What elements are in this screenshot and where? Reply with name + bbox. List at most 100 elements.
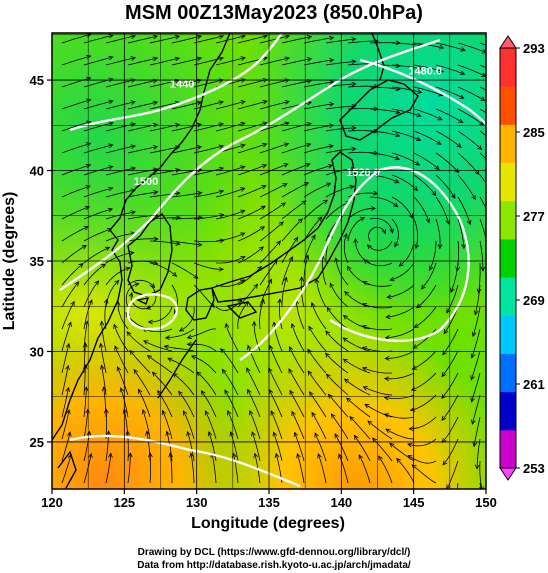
streamline-arrow (364, 403, 370, 409)
streamline (105, 280, 119, 308)
streamline (83, 409, 89, 440)
streamline-arrow (161, 409, 167, 416)
streamline-arrow (196, 122, 203, 128)
streamline (215, 256, 246, 264)
streamline-arrow (438, 68, 445, 73)
streamline (127, 453, 131, 484)
streamline (187, 328, 217, 339)
streamline (362, 281, 393, 287)
streamline (325, 105, 356, 110)
streamline (385, 428, 415, 440)
streamline-arrow (474, 464, 480, 470)
streamline (105, 101, 136, 110)
streamline (362, 303, 393, 309)
streamline-arrow (326, 182, 332, 187)
streamline (450, 262, 459, 293)
streamline (413, 174, 437, 196)
streamline-arrow (437, 115, 443, 121)
streamline-arrow (272, 321, 277, 327)
streamline (259, 57, 290, 66)
streamline (169, 453, 173, 483)
streamline-arrow (416, 303, 422, 309)
x-tick-label: 150 (475, 495, 497, 510)
streamline-arrow (65, 386, 71, 393)
streamline (193, 284, 215, 308)
streamline-arrow (66, 431, 72, 437)
streamline (326, 373, 349, 396)
streamline-arrow (147, 319, 153, 325)
streamline-arrow (306, 142, 312, 148)
streamline (355, 238, 371, 264)
streamline (117, 366, 129, 396)
streamline (442, 438, 459, 466)
streamline-arrow (283, 276, 288, 282)
streamline-arrow (386, 294, 392, 300)
streamline-arrow (175, 168, 181, 173)
streamline (215, 122, 246, 132)
streamline-arrow (269, 344, 274, 351)
y-tick-label: 25 (30, 435, 44, 450)
streamline-arrow (308, 325, 313, 331)
streamline (473, 416, 481, 447)
streamline (105, 35, 136, 44)
streamline (325, 201, 351, 220)
streamline-arrow (178, 390, 183, 396)
streamline (120, 387, 129, 418)
streamline-arrow (473, 310, 479, 316)
streamline (183, 410, 195, 440)
streamline-arrow (178, 327, 185, 332)
streamline (259, 101, 290, 110)
colorbar-tick-label: 277 (523, 209, 545, 224)
streamline (474, 284, 481, 315)
streamline (435, 174, 456, 199)
streamline-arrow (100, 263, 107, 269)
streamline (61, 409, 70, 440)
streamline-arrow (310, 301, 316, 308)
streamline-arrow (197, 242, 203, 247)
streamline (441, 416, 459, 443)
streamline-arrow (260, 298, 265, 304)
streamline (149, 262, 177, 277)
streamline-arrow (389, 228, 394, 234)
streamline-arrow (270, 410, 275, 416)
streamline-arrow (165, 430, 170, 436)
streamline (479, 240, 484, 271)
streamline (149, 146, 180, 154)
streamline (61, 99, 91, 110)
streamline (125, 283, 139, 308)
streamline-arrow (246, 367, 251, 373)
streamline-arrow (330, 413, 336, 419)
streamline-arrow (347, 265, 352, 271)
streamline (390, 262, 415, 281)
streamline-arrow (443, 329, 449, 335)
streamline (416, 284, 437, 309)
streamline-arrow (152, 122, 159, 128)
streamline (476, 438, 481, 469)
streamline-arrow (474, 169, 480, 176)
streamline-arrow (249, 409, 254, 416)
streamline-arrow (130, 210, 136, 215)
streamline-arrow (240, 56, 246, 61)
streamline (435, 42, 466, 51)
streamline (61, 281, 79, 308)
streamline (83, 100, 113, 110)
streamline-arrow (240, 34, 246, 39)
streamline (358, 454, 371, 484)
streamline (281, 182, 309, 198)
streamline (269, 345, 283, 374)
contour-label: 1480.0 (408, 66, 442, 78)
streamline (149, 240, 180, 245)
streamline-arrow (450, 287, 455, 293)
streamline-arrow (414, 243, 420, 250)
x-axis-label: Longitude (degrees) (191, 515, 345, 532)
streamline-arrow (480, 96, 486, 101)
streamline-arrow (471, 194, 476, 201)
streamline-arrow (288, 368, 293, 374)
coast-kyushu (185, 287, 215, 321)
streamline (291, 411, 305, 440)
streamline (193, 101, 224, 110)
streamline-arrow (284, 121, 290, 127)
streamline (314, 432, 327, 462)
streamline-arrow (85, 185, 91, 190)
y-axis-ticks: 25 30 35 40 45 (30, 73, 52, 450)
